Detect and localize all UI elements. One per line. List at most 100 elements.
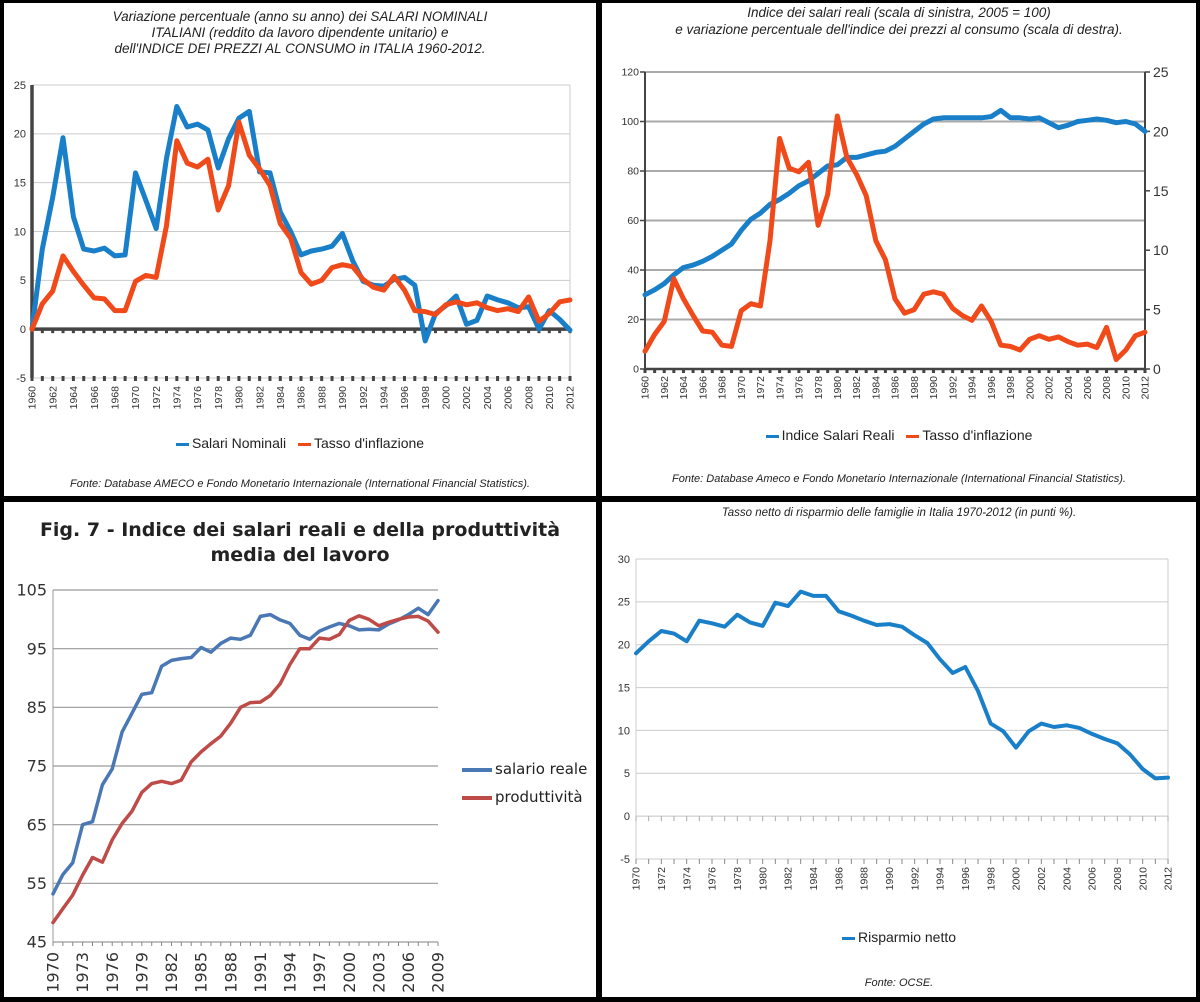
x-tick-label: 1980 — [234, 386, 246, 410]
x-tick — [40, 376, 44, 381]
x-tick-label: 1992 — [358, 386, 370, 410]
x-tick-label: 1970 — [44, 952, 63, 993]
x-tick — [454, 329, 458, 334]
x-tick-label: 1998 — [985, 867, 997, 891]
x-tick — [237, 329, 241, 334]
x-tick — [444, 376, 448, 381]
x-tick — [309, 376, 313, 381]
x-tick-label: 1996 — [399, 386, 411, 410]
x-tick-label: 1976 — [103, 952, 122, 993]
x-tick-label: 1982 — [851, 376, 863, 400]
x-tick-label: 1973 — [73, 952, 92, 993]
x-tick — [206, 376, 210, 381]
x-tick-label: 1982 — [783, 867, 795, 891]
x-tick — [485, 329, 489, 334]
x-tick — [371, 376, 375, 381]
x-tick — [1085, 369, 1089, 373]
x-tick — [758, 369, 762, 373]
x-tick — [402, 329, 406, 334]
series-line-1 — [642, 107, 1148, 298]
x-tick — [922, 369, 926, 373]
panel-real-wages-productivity: Fig. 7 - Indice dei salari reali e della… — [4, 502, 596, 997]
y-tick-label: 10 — [618, 725, 630, 737]
chart-source: Fonte: OCSE. — [864, 977, 934, 989]
x-tick-label: 1972 — [656, 867, 668, 891]
x-tick — [351, 376, 355, 381]
legend-item: Risparmio netto — [841, 929, 956, 945]
x-tick — [681, 369, 685, 373]
x-tick-label: 1990 — [884, 867, 896, 891]
x-tick — [392, 329, 396, 334]
x-tick — [485, 376, 489, 381]
legend-item: Tasso d'inflazione — [297, 435, 424, 451]
panel-household-savings: Tasso netto di risparmio delle famiglie … — [602, 502, 1196, 997]
y-tick-label-right: 10 — [1153, 242, 1169, 258]
chart-legend: Indice Salari Reali Tasso d'inflazione — [602, 427, 1196, 443]
series-line-1 — [634, 589, 1170, 781]
x-tick — [1076, 369, 1080, 373]
x-tick-label: 2000 — [340, 952, 359, 993]
x-tick — [92, 376, 96, 381]
x-tick — [227, 329, 231, 334]
x-tick-label: 2012 — [1163, 867, 1175, 891]
y-tick-label: 0 — [20, 324, 26, 336]
x-tick — [1066, 369, 1070, 373]
x-tick — [960, 369, 964, 373]
x-tick-label: 1994 — [281, 952, 300, 993]
title-line: dell'INDICE DEI PREZZI AL CONSUMO in ITA… — [114, 41, 486, 56]
x-tick-label: 1985 — [192, 952, 211, 993]
x-tick-label: 1996 — [986, 376, 998, 400]
legend-item: Tasso d'inflazione — [906, 427, 1032, 443]
legend-item: Salari Nominali — [175, 435, 286, 451]
x-tick — [196, 376, 200, 381]
x-tick — [320, 376, 324, 381]
legend-label: Indice Salari Reali — [781, 427, 895, 443]
chart-title: Fig. 7 - Indice dei salari reali e della… — [4, 518, 596, 568]
chart-legend: salario reale produttività — [462, 760, 587, 816]
x-tick — [289, 329, 293, 334]
legend-swatch — [297, 442, 311, 446]
x-tick — [247, 376, 251, 381]
y-tick-label: 20 — [618, 640, 630, 652]
x-tick — [845, 369, 849, 373]
x-tick — [392, 376, 396, 381]
y-tick-label: 15 — [14, 178, 26, 190]
x-tick-label: 1984 — [870, 376, 882, 400]
chart-title: Variazione percentuale (anno su anno) de… — [4, 9, 596, 57]
x-tick-label: 1998 — [1005, 376, 1017, 400]
x-tick — [258, 376, 262, 381]
y-tick-label: 15 — [618, 682, 630, 694]
legend-item: produttività — [462, 788, 587, 806]
x-tick — [361, 376, 365, 381]
x-tick — [516, 329, 520, 334]
x-tick-label: 1974 — [774, 376, 786, 400]
x-tick — [113, 329, 117, 334]
y-tick-label: 45 — [27, 933, 47, 952]
x-tick — [864, 369, 868, 373]
x-tick — [247, 329, 251, 334]
x-tick-label: 1986 — [296, 386, 308, 410]
x-tick — [643, 369, 647, 373]
x-tick — [806, 369, 810, 373]
legend-swatch — [841, 936, 855, 940]
x-tick — [855, 369, 859, 373]
x-tick — [82, 376, 86, 381]
x-tick — [340, 329, 344, 334]
y-tick-label: -5 — [620, 854, 630, 866]
x-tick — [361, 329, 365, 334]
x-tick-label: 1970 — [130, 386, 142, 410]
x-tick — [102, 376, 106, 381]
y-tick-label: 20 — [627, 314, 639, 326]
x-tick-label: 2009 — [429, 952, 448, 993]
legend-swatch — [906, 434, 920, 438]
legend-swatch — [462, 767, 492, 772]
x-tick — [309, 329, 313, 334]
legend-swatch — [765, 434, 779, 438]
x-tick-label: 1972 — [755, 376, 767, 400]
x-tick — [185, 376, 189, 381]
x-tick-label: 2006 — [1082, 376, 1094, 400]
x-tick-label: 1979 — [132, 952, 151, 993]
x-tick — [496, 329, 500, 334]
